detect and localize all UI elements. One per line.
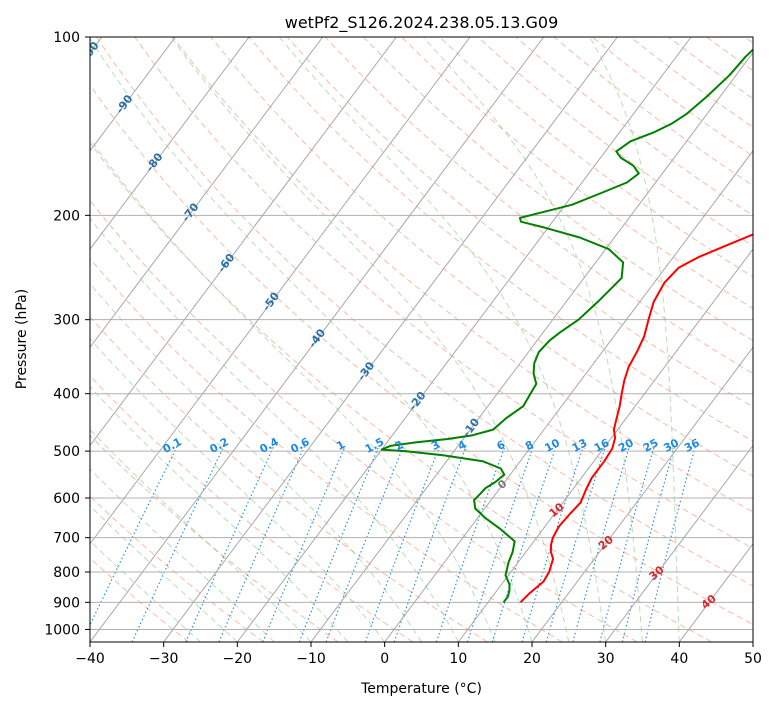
- mixing-ratio-label: 10: [542, 436, 562, 455]
- dry-adiabat-line: [90, 257, 563, 642]
- moist-adiabat-line: [90, 217, 459, 642]
- mixing-ratio-line: [491, 445, 557, 642]
- isotherm-line: [163, 37, 618, 642]
- x-tick-label: −40: [75, 651, 105, 667]
- moist-adiabat-line: [90, 37, 533, 642]
- x-tick-label: 10: [449, 651, 467, 667]
- mixing-ratio-line: [435, 445, 506, 642]
- moist-adiabat-line: [278, 37, 607, 642]
- x-axis-title: Temperature (°C): [360, 681, 482, 697]
- dry-adiabat-line: [172, 37, 753, 513]
- y-tick-label: 1000: [44, 622, 80, 638]
- isotherm-line: [531, 346, 753, 642]
- dry-adiabat-line: [90, 84, 753, 625]
- dry-adiabat-line: [90, 199, 638, 642]
- temperature-profile-line: [519, 233, 753, 604]
- mixing-ratio-label: 20: [616, 436, 636, 455]
- x-tick-label: 20: [523, 651, 541, 667]
- dry-adiabat-line: [134, 37, 753, 550]
- mixing-ratio-line: [521, 445, 585, 642]
- y-tick-label: 500: [53, 444, 80, 460]
- x-tick-label: 0: [380, 651, 389, 667]
- y-tick-label: 800: [53, 565, 80, 581]
- moist-adiabat-line: [90, 386, 349, 642]
- y-tick-label: 700: [53, 531, 80, 547]
- mixing-ratio-label: 25: [641, 436, 661, 455]
- x-tick-label: −20: [223, 651, 253, 667]
- dewpoint-profile-line: [380, 48, 753, 603]
- moist-adiabat-line: [90, 468, 275, 642]
- moist-adiabat-line: [589, 37, 680, 642]
- isotherm-label: -100: [75, 39, 102, 69]
- isotherm-line: [90, 37, 397, 447]
- y-tick-label: 100: [53, 30, 80, 46]
- y-tick-label: 400: [53, 387, 80, 403]
- moist-adiabat-line: [90, 505, 238, 642]
- mixing-ratio-line: [466, 445, 535, 642]
- isotherm-line: [90, 37, 250, 250]
- mixing-ratio-line: [572, 445, 631, 642]
- isotherm-line: [236, 37, 692, 642]
- moist-adiabat-line: [90, 540, 201, 642]
- moist-adiabat-line: [170, 37, 570, 642]
- isotherm-line: [384, 150, 753, 642]
- isotherm-line: [457, 248, 753, 642]
- isotherm-line: [90, 37, 545, 642]
- mixing-ratio-label: 36: [682, 436, 702, 455]
- dry-adiabat-line: [96, 37, 753, 587]
- moist-adiabat-line: [90, 338, 386, 642]
- pressure-gridlines: [90, 37, 753, 630]
- plot-frame: [89, 36, 754, 643]
- mixing-ratio-line: [364, 445, 441, 642]
- y-tick-label: 300: [53, 313, 80, 329]
- isotherm-line: [90, 37, 176, 152]
- x-tick-label: −10: [296, 651, 326, 667]
- y-tick-label: 200: [53, 208, 80, 224]
- mixing-ratio-line: [621, 445, 676, 642]
- isotherm-line: [90, 37, 324, 349]
- mixing-ratio-line: [644, 445, 697, 642]
- chart-title: wetPf2_S126.2024.238.05.13.G09: [285, 13, 559, 33]
- mixing-ratio-line: [599, 445, 655, 642]
- isotherm-line: [310, 51, 753, 642]
- isotherm-line: [90, 37, 471, 545]
- mixing-ratio-line: [545, 445, 607, 642]
- mixing-ratio-label: 13: [570, 436, 590, 455]
- dry-adiabat-line: [248, 37, 753, 442]
- moist-adiabat-line: [90, 282, 422, 642]
- sounding-profiles: [380, 48, 753, 604]
- x-tick-label: −30: [149, 651, 179, 667]
- y-axis: 100 200 300 400 500 600 700 800 900 1000: [44, 30, 90, 638]
- mixing-ratio-label: 30: [661, 436, 681, 455]
- skewed-isotherms: [90, 37, 753, 642]
- moist-adiabat-line: [90, 428, 312, 642]
- mixing-ratio-line: [90, 445, 178, 627]
- mixing-ratio-label: 16: [592, 436, 612, 455]
- dry-adiabat-line: [363, 37, 753, 342]
- mixing-ratio-line: [218, 445, 306, 642]
- moist-adiabats: [90, 37, 680, 642]
- dry-adiabat-line: [401, 37, 753, 310]
- moist-adiabat-line: [90, 138, 496, 642]
- moist-adiabat-line: [422, 37, 643, 642]
- x-tick-label: 40: [670, 651, 688, 667]
- plot-area: -100-90-80-70-60-50-40-30-20-10 0.10.20.…: [75, 37, 753, 642]
- dry-adiabat-line: [210, 37, 753, 477]
- x-tick-label: 30: [597, 651, 615, 667]
- isotherm-line: [605, 444, 753, 642]
- x-axis: −40 −30 −20 −10 0 10 20 30 40 50: [75, 642, 762, 667]
- y-tick-label: 600: [53, 491, 80, 507]
- y-tick-label: 900: [53, 595, 80, 611]
- y-axis-title: Pressure (hPa): [14, 289, 30, 389]
- x-tick-label: 50: [744, 651, 762, 667]
